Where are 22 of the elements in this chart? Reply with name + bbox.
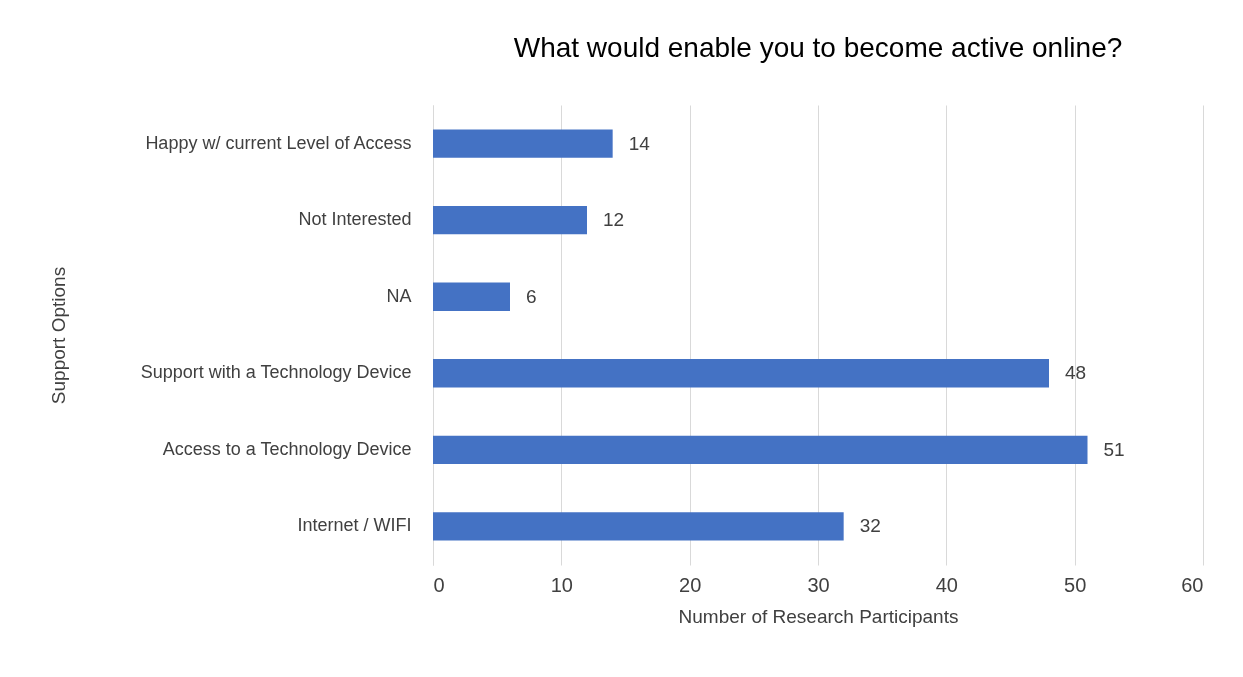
- chart-title: What would enable you to become active online?: [513, 32, 1123, 63]
- data-label: 12: [603, 209, 625, 231]
- y-tick-label: Support with a Technology Device: [140, 362, 412, 383]
- data-label: 14: [628, 132, 651, 154]
- x-tick-label: 40: [935, 573, 958, 596]
- y-axis-title: Support Options: [47, 266, 69, 405]
- x-tick-label: 0: [433, 573, 445, 596]
- y-tick-label: Happy w/ current Level of Access: [145, 132, 412, 153]
- data-label: 6: [526, 285, 537, 307]
- data-label: 51: [1103, 438, 1125, 460]
- x-tick-label: 60: [1181, 573, 1204, 596]
- x-tick-label: 50: [1064, 573, 1087, 596]
- y-tick-label: Not Interested: [298, 209, 412, 230]
- x-tick-label: 30: [807, 573, 830, 596]
- x-tick-label: 10: [550, 573, 573, 596]
- y-tick-label: Access to a Technology Device: [162, 438, 412, 459]
- data-label: 48: [1065, 362, 1087, 384]
- data-label: 32: [859, 515, 881, 537]
- x-tick-label: 20: [679, 573, 702, 596]
- x-axis-title: Number of Research Participants: [678, 605, 959, 627]
- y-tick-label: NA: [386, 285, 412, 306]
- y-tick-label: Internet / WIFI: [297, 515, 412, 536]
